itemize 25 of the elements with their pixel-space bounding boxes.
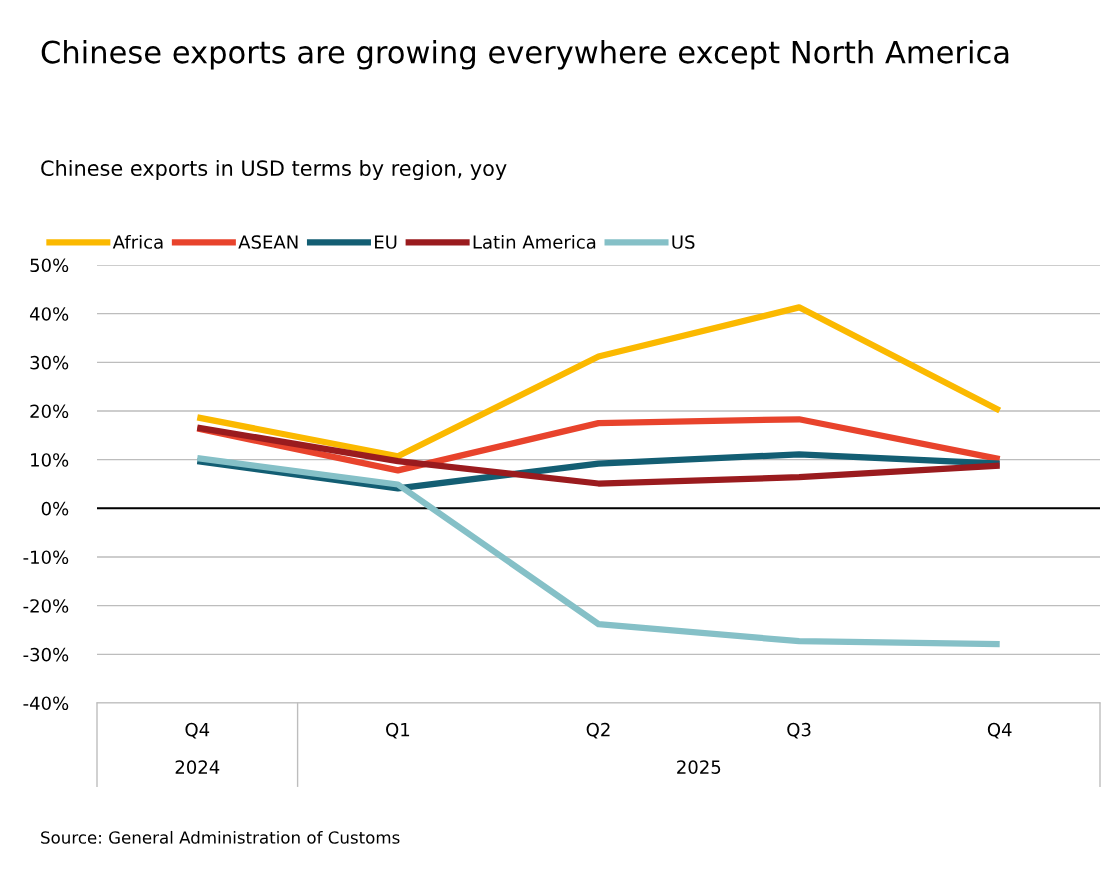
x-tick-label: Q2 — [586, 722, 610, 739]
legend-label: ASEAN — [238, 235, 298, 249]
y-tick-label: 40% — [29, 307, 69, 321]
y-tick-label: 50% — [30, 258, 69, 273]
y-tick-label: -10% — [23, 550, 69, 565]
source-note: Source: General Administration of Customs — [41, 830, 400, 844]
chart-subtitle: Chinese exports in USD terms by region, yoy — [41, 159, 507, 181]
x-tick-label: Q4 — [987, 722, 1012, 739]
x-tick-label: Q3 — [787, 722, 811, 739]
legend-label: US — [672, 235, 695, 249]
y-tick-label: 20% — [30, 404, 69, 419]
legend-label: EU — [375, 235, 397, 249]
legend-label: Africa — [112, 234, 163, 249]
y-tick-label: -40% — [23, 696, 69, 711]
y-tick-label: 30% — [30, 355, 69, 370]
x-tick-label: Q1 — [386, 722, 410, 739]
text: 2024 — [175, 760, 220, 774]
legend-label: Latin America — [473, 234, 596, 249]
x-tick-label: Q4 — [185, 722, 210, 739]
chart-title: Chinese exports are growing everywhere except North America — [41, 40, 1009, 70]
text: 2025 — [677, 760, 721, 774]
y-tick-label: 0% — [41, 501, 69, 516]
y-tick-label: -20% — [23, 599, 69, 613]
y-tick-label: -30% — [23, 647, 69, 662]
y-tick-label: 10% — [31, 453, 69, 467]
